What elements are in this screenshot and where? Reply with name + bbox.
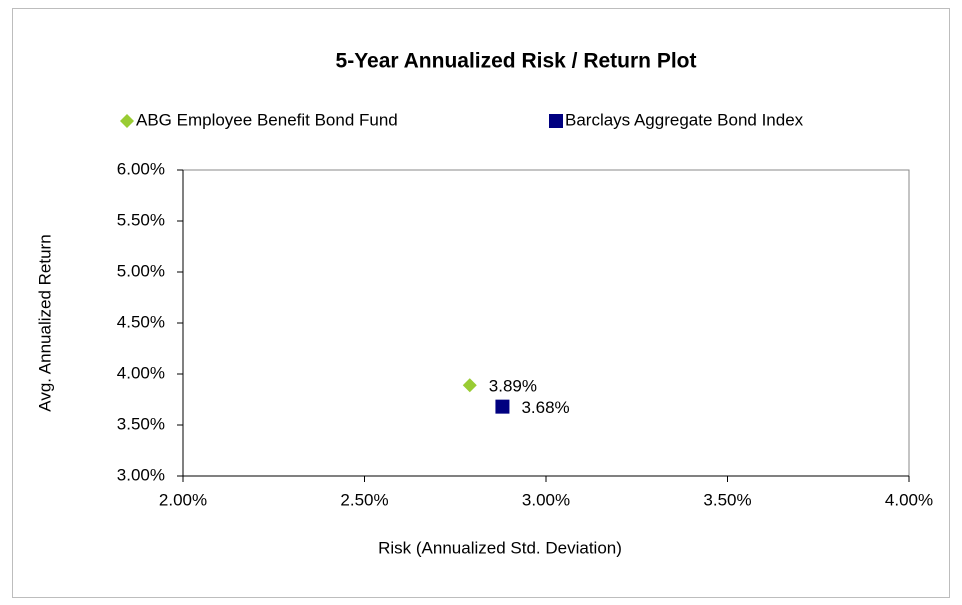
y-tick-label: 3.00% — [117, 465, 165, 484]
legend-label: Barclays Aggregate Bond Index — [565, 110, 804, 129]
y-tick-label: 3.50% — [117, 414, 165, 433]
chart-border — [12, 8, 950, 598]
y-tick-label: 5.50% — [117, 210, 165, 229]
x-tick-label: 4.00% — [885, 490, 933, 509]
y-tick-label: 4.50% — [117, 312, 165, 331]
y-tick-label: 4.00% — [117, 363, 165, 382]
y-axis-label: Avg. Annualized Return — [35, 234, 54, 411]
legend-marker — [120, 114, 134, 128]
y-tick-label: 5.00% — [117, 261, 165, 280]
chart-title: 5-Year Annualized Risk / Return Plot — [336, 50, 697, 73]
x-tick-label: 2.00% — [159, 490, 207, 509]
point — [495, 399, 510, 414]
legend-label: ABG Employee Benefit Bond Fund — [136, 110, 398, 129]
data-label: 3.68% — [521, 398, 569, 417]
x-tick-label: 2.50% — [340, 490, 388, 509]
x-tick-label: 3.00% — [522, 490, 570, 509]
x-tick-label: 3.50% — [703, 490, 751, 509]
data-label: 3.89% — [489, 377, 537, 396]
y-tick-label: 6.00% — [117, 159, 165, 178]
x-axis-label: Risk (Annualized Std. Deviation) — [378, 538, 622, 557]
point — [462, 378, 477, 393]
legend-marker — [549, 114, 563, 128]
